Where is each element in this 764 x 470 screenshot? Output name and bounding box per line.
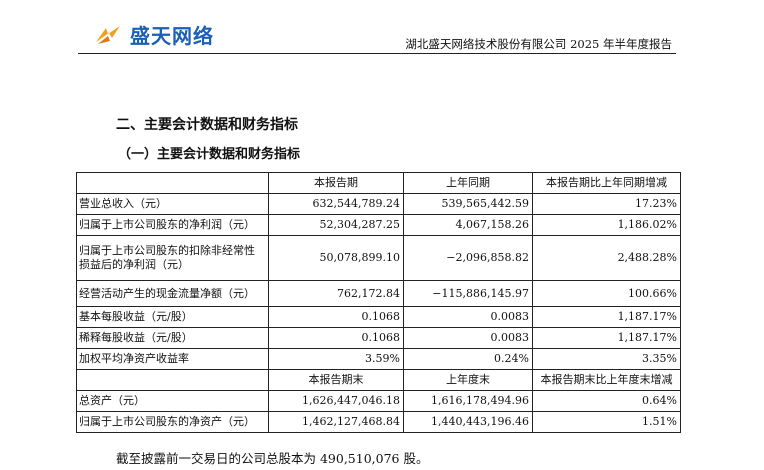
row-label: 归属于上市公司股东的净利润（元） <box>76 214 269 236</box>
header-cell <box>76 172 269 194</box>
change-value: 100.66% <box>532 280 681 307</box>
change-value: 1.51% <box>532 411 681 433</box>
table-row: 加权平均净资产收益率 3.59% 0.24% 3.35% <box>76 348 681 370</box>
logo-arrow-icon <box>96 26 120 44</box>
current-value: 52,304,287.25 <box>268 214 404 236</box>
header-cell: 本报告期末比上年度末增减 <box>532 369 681 391</box>
change-value: 1,187.17% <box>532 327 681 349</box>
prior-value: 0.0083 <box>403 327 533 349</box>
table-row: 归属于上市公司股东的净利润（元） 52,304,287.25 4,067,158… <box>76 214 681 236</box>
change-value: 1,186.02% <box>532 214 681 236</box>
table-row: 归属于上市公司股东的净资产（元） 1,462,127,468.84 1,440,… <box>76 411 681 433</box>
report-title: 湖北盛天网络技术股份有限公司 2025 年半年度报告 <box>405 37 672 51</box>
section-title: 二、主要会计数据和财务指标 <box>116 117 298 133</box>
table-row: 归属于上市公司股东的扣除非经常性损益后的净利润（元） 50,078,899.10… <box>76 235 681 281</box>
current-value: 0.1068 <box>268 306 404 328</box>
current-value: 632,544,789.24 <box>268 193 404 215</box>
row-label: 归属于上市公司股东的净资产（元） <box>76 411 269 433</box>
prior-value: 4,067,158.26 <box>403 214 533 236</box>
page-header: 盛天网络 湖北盛天网络技术股份有限公司 2025 年半年度报告 <box>78 14 676 58</box>
row-label: 加权平均净资产收益率 <box>76 348 269 370</box>
prior-value: −115,886,145.97 <box>403 280 533 307</box>
row-label: 总资产（元） <box>76 390 269 412</box>
table-header-row: 本报告期末 上年度末 本报告期末比上年度末增减 <box>76 369 681 391</box>
header-cell <box>76 369 269 391</box>
row-label: 基本每股收益（元/股） <box>76 306 269 328</box>
row-label: 经营活动产生的现金流量净额（元） <box>76 280 269 307</box>
change-value: 0.64% <box>532 390 681 412</box>
current-value: 1,462,127,468.84 <box>268 411 404 433</box>
current-value: 762,172.84 <box>268 280 404 307</box>
prior-value: 1,616,178,494.96 <box>403 390 533 412</box>
current-value: 3.59% <box>268 348 404 370</box>
header-cell: 上年同期 <box>403 172 533 194</box>
share-capital-note: 截至披露前一交易日的公司总股本为 490,510,076 股。 <box>116 451 429 466</box>
table-row: 稀释每股收益（元/股） 0.1068 0.0083 1,187.17% <box>76 327 681 349</box>
row-label: 稀释每股收益（元/股） <box>76 327 269 349</box>
current-value: 50,078,899.10 <box>268 235 404 281</box>
company-logo: 盛天网络 <box>94 20 214 48</box>
logo-text: 盛天网络 <box>130 23 214 48</box>
subsection-title: （一）主要会计数据和财务指标 <box>118 147 301 162</box>
change-value: 1,187.17% <box>532 306 681 328</box>
current-value: 0.1068 <box>268 327 404 349</box>
financial-indicators-table: 本报告期 上年同期 本报告期比上年同期增减 营业总收入（元） 632,544,7… <box>76 172 681 433</box>
change-value: 17.23% <box>532 193 681 215</box>
row-label: 归属于上市公司股东的扣除非经常性损益后的净利润（元） <box>76 235 269 281</box>
header-divider <box>78 53 676 54</box>
prior-value: −2,096,858.82 <box>403 235 533 281</box>
table-row: 总资产（元） 1,626,447,046.18 1,616,178,494.96… <box>76 390 681 412</box>
prior-value: 0.0083 <box>403 306 533 328</box>
header-cell: 本报告期比上年同期增减 <box>532 172 681 194</box>
change-value: 3.35% <box>532 348 681 370</box>
table-row: 营业总收入（元） 632,544,789.24 539,565,442.59 1… <box>76 193 681 215</box>
table-row: 经营活动产生的现金流量净额（元） 762,172.84 −115,886,145… <box>76 280 681 307</box>
header-cell: 本报告期末 <box>268 369 404 391</box>
change-value: 2,488.28% <box>532 235 681 281</box>
prior-value: 0.24% <box>403 348 533 370</box>
row-label: 营业总收入（元） <box>76 193 269 215</box>
prior-value: 1,440,443,196.46 <box>403 411 533 433</box>
header-cell: 上年度末 <box>403 369 533 391</box>
table-header-row: 本报告期 上年同期 本报告期比上年同期增减 <box>76 172 681 194</box>
current-value: 1,626,447,046.18 <box>268 390 404 412</box>
table-row: 基本每股收益（元/股） 0.1068 0.0083 1,187.17% <box>76 306 681 328</box>
header-cell: 本报告期 <box>268 172 404 194</box>
prior-value: 539,565,442.59 <box>403 193 533 215</box>
